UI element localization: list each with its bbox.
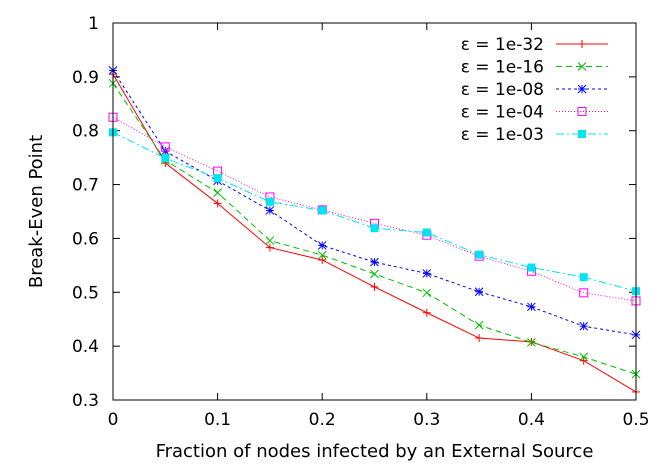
x-tick-label: 0.4 <box>518 410 545 430</box>
data-point <box>265 206 275 215</box>
data-point <box>474 320 484 330</box>
data-point <box>475 250 484 259</box>
y-tick-label: 0.3 <box>72 391 99 411</box>
series-4 <box>108 112 641 306</box>
data-point <box>422 228 431 237</box>
x-tick-label: 0.1 <box>204 410 231 430</box>
legend-marker <box>578 40 586 48</box>
data-point <box>579 288 589 298</box>
data-point <box>317 241 327 250</box>
data-point <box>318 255 327 264</box>
data-point <box>265 243 274 252</box>
plot-frame <box>112 22 637 401</box>
legend-marker <box>577 107 587 116</box>
data-point <box>579 352 589 362</box>
series-5 <box>109 128 640 296</box>
legend-label: ε = 1e-32 <box>461 35 544 55</box>
data-point <box>370 224 379 233</box>
series-3 <box>108 66 641 340</box>
legend-marker <box>577 84 587 94</box>
legend-label: ε = 1e-04 <box>461 103 544 123</box>
x-tick-label: 0.5 <box>622 410 649 430</box>
data-point <box>370 269 379 279</box>
data-point <box>160 142 170 152</box>
series-line <box>112 70 637 336</box>
x-tick-label: 0.3 <box>413 410 440 430</box>
data-point <box>318 206 327 215</box>
y-axis-title: Break-Even Point <box>26 135 47 288</box>
data-point <box>579 273 588 282</box>
data-point <box>213 199 222 208</box>
data-point <box>579 321 589 331</box>
y-tick-label: 1 <box>88 14 99 34</box>
data-point <box>422 288 432 298</box>
data-point <box>213 188 222 198</box>
legend-marker <box>578 130 586 138</box>
data-point <box>527 263 536 272</box>
x-axis-title: Fraction of nodes infected by an Externa… <box>156 441 594 462</box>
data-point <box>475 334 484 343</box>
series-1 <box>109 70 640 396</box>
y-tick-label: 0.7 <box>72 176 99 196</box>
legend-item: ε = 1e-32 <box>461 35 608 55</box>
y-tick-label: 0.4 <box>72 337 99 357</box>
legend-label: ε = 1e-16 <box>461 58 544 78</box>
data-point <box>422 308 431 317</box>
data-point <box>527 302 536 312</box>
legend-label: ε = 1e-08 <box>461 80 544 100</box>
y-tick-label: 0.9 <box>72 68 99 88</box>
data-point <box>422 269 432 278</box>
legend-label: ε = 1e-03 <box>461 125 544 145</box>
series-line <box>112 131 637 292</box>
y-tick-label: 0.6 <box>72 229 99 249</box>
data-point <box>317 250 327 260</box>
tick-labels: 0 0.1 0.2 0.3 0.4 0.5 0.3 0.4 0.5 0.6 0.7 0.8 0.9 1 <box>72 14 650 430</box>
series-layer <box>108 66 641 396</box>
x-tick-label: 0.2 <box>309 410 336 430</box>
data-point <box>527 338 536 347</box>
data-point <box>370 257 379 267</box>
data-point <box>265 236 275 245</box>
x-tick-label: 0 <box>108 410 119 430</box>
legend-item: ε = 1e-16 <box>461 58 608 78</box>
data-point <box>265 197 274 206</box>
data-point <box>370 282 379 291</box>
y-tick-label: 0.5 <box>72 283 99 303</box>
legend: ε = 1e-32 ε = 1e-16ε = 1e-08 ε = 1e-04ε = … <box>461 35 608 145</box>
legend-item: ε = 1e-03 <box>461 125 608 145</box>
data-point <box>474 287 484 297</box>
legend-marker <box>577 62 587 71</box>
legend-item: ε = 1e-08 <box>461 80 608 100</box>
data-point <box>213 174 222 183</box>
series-line <box>112 73 637 393</box>
y-tick-label: 0.8 <box>72 122 99 142</box>
data-point <box>161 154 170 163</box>
tick-marks <box>112 22 637 401</box>
data-point <box>579 356 588 365</box>
legend-item: ε = 1e-04 <box>461 103 608 123</box>
